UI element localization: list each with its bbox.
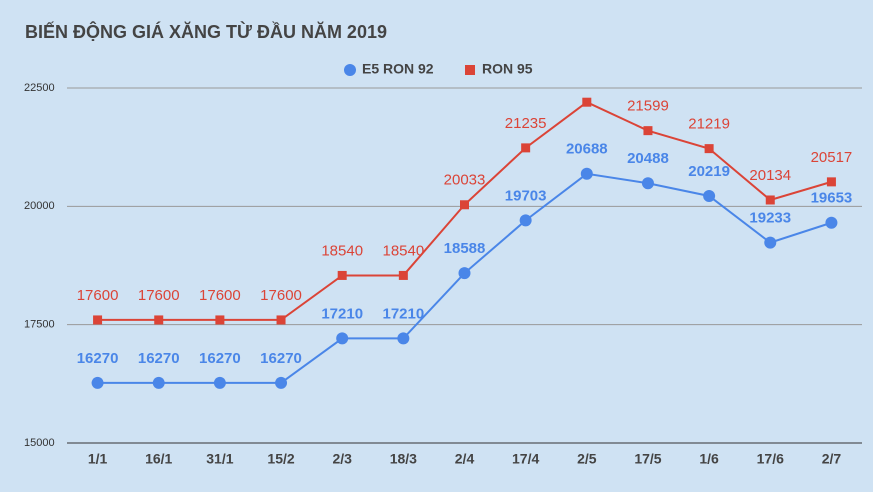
- point: [93, 315, 103, 325]
- point: [704, 144, 714, 154]
- data-label: 18588: [444, 240, 486, 257]
- legend-marker: [344, 64, 356, 76]
- point: [641, 177, 654, 190]
- point: [213, 376, 226, 389]
- point: [275, 376, 288, 389]
- x-tick-label: 2/4: [455, 451, 475, 467]
- data-label: 18540: [382, 242, 424, 259]
- y-tick-label: 15000: [24, 437, 55, 449]
- data-label: 20134: [749, 167, 791, 184]
- point: [825, 216, 838, 229]
- point: [458, 267, 471, 280]
- data-label: 20688: [566, 141, 608, 158]
- data-label: 20219: [688, 163, 730, 180]
- point: [764, 236, 777, 249]
- point: [397, 332, 410, 345]
- data-label: 17600: [199, 287, 241, 304]
- point: [521, 143, 531, 153]
- point: [152, 376, 165, 389]
- x-tick-label: 17/5: [634, 451, 661, 467]
- x-tick-label: 1/1: [88, 451, 108, 467]
- point: [460, 200, 469, 210]
- y-tick-label: 17500: [24, 319, 55, 331]
- data-label: 17210: [321, 305, 363, 322]
- point: [826, 177, 836, 187]
- data-label: 19233: [749, 210, 791, 227]
- x-tick-label: 2/7: [822, 451, 842, 467]
- point: [215, 315, 225, 325]
- x-tick-label: 15/2: [267, 451, 294, 467]
- x-tick-label: 2/5: [577, 451, 597, 467]
- y-tick-label: 22500: [24, 82, 55, 94]
- chart-title: BIẾN ĐỘNG GIÁ XĂNG TỪ ĐẦU NĂM 2019: [25, 21, 387, 42]
- point: [580, 167, 593, 180]
- x-tick-label: 2/3: [332, 451, 352, 467]
- data-label: 17210: [382, 305, 424, 322]
- point: [91, 376, 104, 389]
- data-label: 20488: [627, 150, 669, 167]
- x-tick-label: 31/1: [206, 451, 233, 467]
- x-tick-label: 16/1: [145, 451, 172, 467]
- legend-label: E5 RON 92: [362, 61, 434, 77]
- x-tick-label: 1/6: [699, 451, 719, 467]
- point: [643, 126, 653, 136]
- legend-marker: [465, 65, 475, 75]
- point: [582, 97, 592, 107]
- point: [519, 214, 532, 227]
- legend-label: RON 95: [482, 61, 533, 77]
- data-label: 21235: [505, 115, 547, 132]
- data-label: 20033: [444, 172, 486, 189]
- point: [154, 315, 164, 325]
- data-label: 21599: [627, 98, 669, 115]
- point: [398, 270, 408, 280]
- data-label: 19703: [505, 187, 547, 204]
- point: [337, 270, 347, 280]
- data-label: 21219: [688, 116, 730, 133]
- y-tick-label: 20000: [24, 200, 55, 212]
- point: [703, 189, 716, 202]
- point: [276, 315, 286, 325]
- data-label: 17600: [260, 287, 302, 304]
- data-label: 16270: [260, 350, 302, 367]
- x-tick-label: 17/4: [512, 451, 539, 467]
- data-label: 18540: [321, 242, 363, 259]
- data-label: 17600: [138, 287, 180, 304]
- point: [765, 195, 775, 205]
- data-label: 17600: [77, 287, 119, 304]
- data-label: 19653: [811, 190, 853, 207]
- data-label: 16270: [138, 350, 180, 367]
- data-label: 16270: [77, 350, 119, 367]
- x-tick-label: 17/6: [757, 451, 784, 467]
- data-label: 20517: [811, 149, 853, 166]
- point: [336, 332, 349, 345]
- x-tick-label: 18/3: [390, 451, 417, 467]
- data-label: 16270: [199, 350, 241, 367]
